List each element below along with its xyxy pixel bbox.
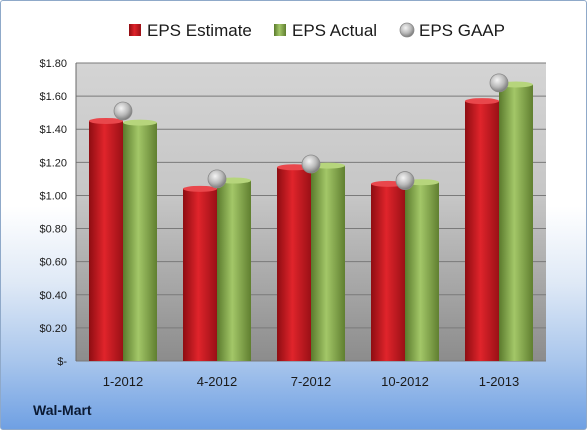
marker-eps-gaap [301,154,321,174]
y-tick-label: $1.20 [39,157,67,169]
legend-eps-estimate-label: EPS Estimate [147,21,252,40]
bar-cap-eps-estimate [89,117,123,124]
bar-eps-actual [499,84,533,362]
bar-eps-actual [123,122,157,361]
y-tick-label: $0.40 [39,290,67,302]
y-tick-label: $0.60 [39,257,67,269]
marker-eps-gaap [113,101,133,121]
bar-eps-estimate [89,120,123,361]
y-tick-label: $1.60 [39,91,67,103]
bar-eps-actual [217,180,251,361]
y-tick-label: $1.80 [39,58,67,70]
legend-eps-gaap-label: EPS GAAP [419,21,505,40]
bar-eps-estimate [277,167,311,361]
marker-eps-gaap [489,73,509,93]
y-tick-label: $1.40 [39,124,67,136]
y-tick-label: $0.80 [39,224,67,236]
x-tick-label: 1-2012 [103,374,143,389]
bar-eps-actual [405,182,439,361]
marker-eps-gaap [395,171,415,190]
x-tick-label: 1-2013 [479,374,519,389]
company-label: Wal-Mart [33,402,92,418]
bar-cap-eps-estimate [183,185,217,192]
legend-eps-gaap-swatch [399,22,415,38]
x-tick-label: 10-2012 [381,374,429,389]
y-tick-label: $- [57,356,67,368]
bar-cap-eps-actual [123,119,157,126]
legend-eps-actual-label: EPS Actual [292,21,377,40]
legend-eps-estimate-swatch [129,24,141,36]
x-tick-label: 4-2012 [197,374,237,389]
marker-eps-gaap [207,169,227,189]
y-tick-label: $0.20 [39,323,67,335]
x-tick-label: 7-2012 [291,374,331,389]
bar-eps-estimate [371,183,405,361]
bar-cap-eps-estimate [465,98,499,105]
bar-eps-estimate [465,101,499,362]
bar-eps-estimate [183,188,217,361]
y-tick-label: $1.00 [39,190,67,202]
legend-eps-actual-swatch [274,24,286,36]
bar-eps-actual [311,165,345,361]
